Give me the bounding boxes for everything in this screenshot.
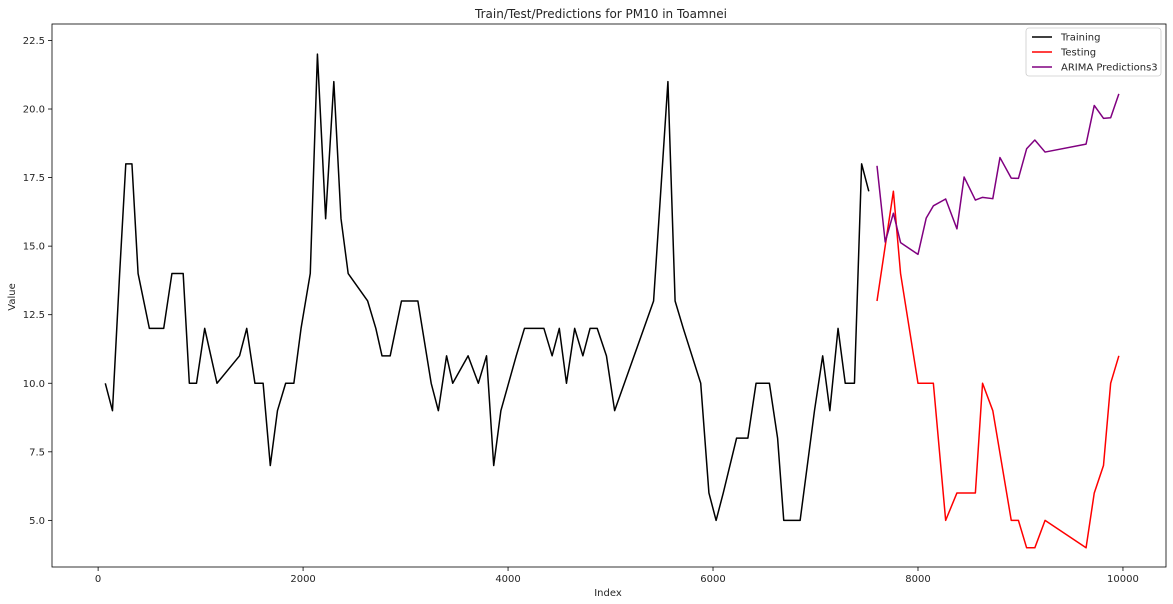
legend: Training Testing ARIMA Predictions3 — [1025, 27, 1162, 77]
y-tick-label: 7.5 — [29, 447, 45, 458]
series-layer — [104, 53, 1120, 549]
x-tick-label: 6000 — [700, 574, 725, 585]
y-tick-label: 10.0 — [23, 379, 45, 390]
x-tick-label: 8000 — [905, 574, 930, 585]
y-axis: 5.0 7.5 10.0 12.5 15.0 17.5 20.0 22.5 — [23, 36, 52, 527]
y-tick-label: 5.0 — [29, 516, 45, 527]
legend-box — [1025, 27, 1162, 77]
legend-entry: ARIMA Predictions3 — [1061, 63, 1158, 74]
y-tick-label: 22.5 — [23, 36, 45, 47]
chart-title: Train/Test/Predictions for PM10 in Toamn… — [474, 7, 727, 21]
series-line-1 — [876, 190, 1120, 549]
y-tick-label: 17.5 — [23, 173, 45, 184]
y-axis-label: Value — [7, 283, 18, 310]
x-axis-label: Index — [594, 588, 622, 599]
series-line-0 — [104, 53, 870, 522]
legend-entry: Testing — [1060, 48, 1096, 59]
legend-entry: Training — [1060, 33, 1100, 44]
plot-frame — [51, 23, 1167, 568]
y-tick-label: 12.5 — [23, 310, 45, 321]
x-tick-label: 0 — [95, 574, 101, 585]
y-tick-label: 15.0 — [23, 242, 45, 253]
x-tick-label: 10000 — [1107, 574, 1139, 585]
x-tick-label: 2000 — [290, 574, 315, 585]
series-line-2 — [876, 93, 1120, 256]
x-axis: 0 2000 4000 6000 8000 10000 — [95, 567, 1139, 585]
x-tick-label: 4000 — [495, 574, 520, 585]
y-tick-label: 20.0 — [23, 105, 45, 116]
